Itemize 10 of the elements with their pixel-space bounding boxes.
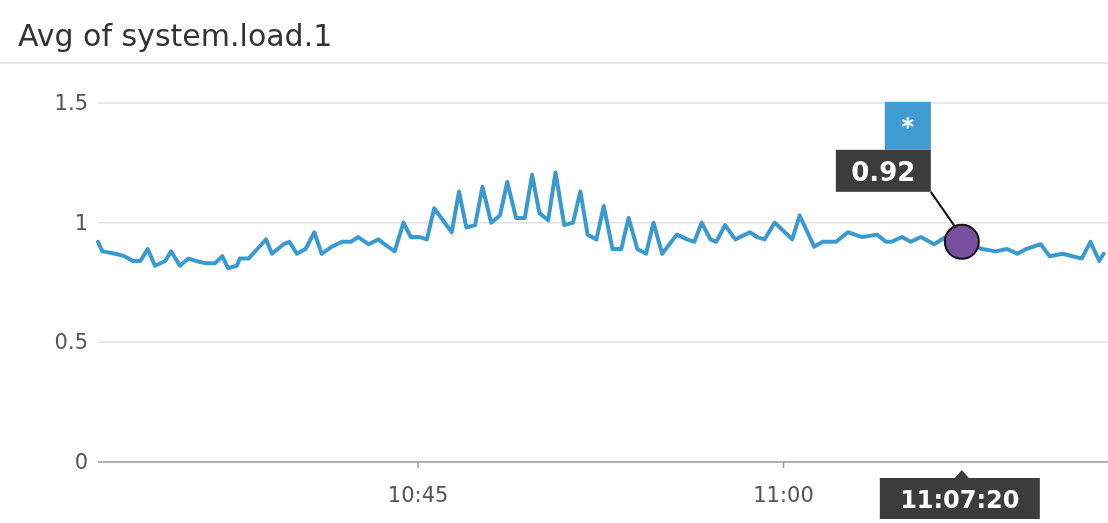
y-tick-label: 1: [74, 210, 88, 235]
text: 11:07:20: [900, 486, 1020, 514]
annotation: 0.92: [851, 156, 916, 187]
x-tick-label: 10:45: [387, 483, 449, 507]
chart-title: Avg of system.load.1: [18, 18, 333, 53]
y-tick-label: 0: [74, 450, 88, 474]
y-tick-label: 0.5: [54, 330, 88, 355]
annotation: *: [901, 112, 915, 141]
y-tick-label: 1.5: [54, 91, 88, 115]
x-tick-label: 11:00: [753, 483, 814, 507]
